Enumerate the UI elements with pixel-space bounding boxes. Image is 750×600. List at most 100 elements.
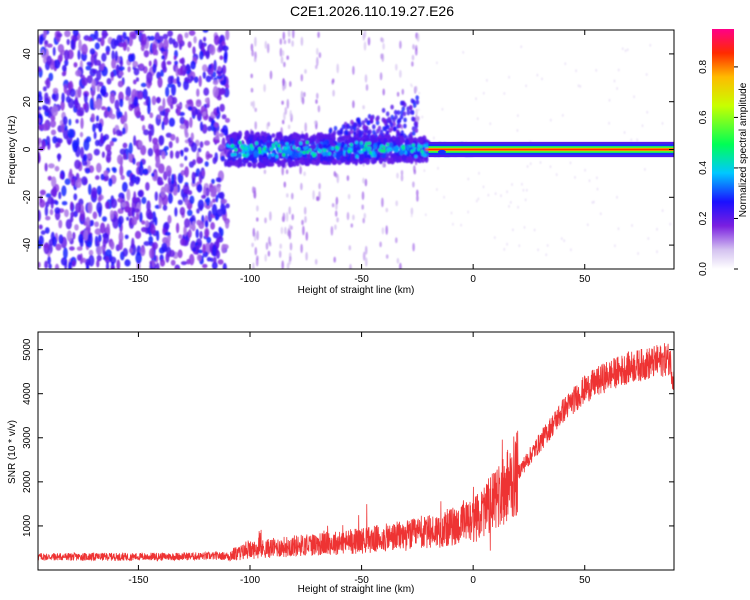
heatmap-cell (386, 142, 390, 147)
heatmap-cell (348, 245, 352, 251)
heatmap-cell (633, 95, 636, 99)
heatmap-cell (399, 262, 402, 269)
heatmap-cell (116, 64, 120, 76)
heatmap-cell (106, 223, 111, 236)
heatmap-cell (233, 160, 239, 167)
heatmap-cell (122, 153, 127, 160)
heatmap-cell (340, 141, 345, 148)
heatmap-cell (147, 147, 154, 157)
heatmap-cell (111, 137, 118, 142)
heatmap-cell (133, 208, 140, 213)
heatmap-cell (110, 71, 115, 78)
heatmap-cell (262, 137, 268, 143)
heatmap-cell (560, 237, 563, 241)
heatmap-cell (51, 186, 58, 198)
colorbar-tick-label: 0.8 (698, 60, 709, 74)
heatmap-cell (287, 158, 292, 167)
heatmap-cell (178, 234, 183, 239)
heatmap-cell (122, 127, 126, 135)
heatmap-cell (336, 146, 340, 150)
heatmap-cell (132, 60, 139, 68)
heatmap-cell (511, 228, 514, 232)
heatmap-cell (126, 216, 130, 221)
heatmap-cell (54, 165, 60, 172)
heatmap-cell (99, 222, 106, 234)
heatmap-cell (399, 148, 405, 156)
heatmap-cell (61, 92, 65, 103)
heatmap-cell (369, 115, 374, 121)
heatmap-cell (403, 102, 407, 108)
heatmap-cell (184, 197, 189, 206)
heatmap-cell (435, 188, 438, 191)
heatmap-cell (74, 97, 79, 109)
heatmap-cell (400, 170, 404, 176)
heatmap-cell (247, 162, 252, 168)
heatmap-cell (284, 226, 287, 235)
heatmap-cell (511, 183, 513, 186)
heatmap-cell (149, 247, 155, 259)
heatmap-cell (418, 91, 421, 95)
heatmap-cell (73, 62, 78, 68)
heatmap-cell (245, 130, 250, 138)
heatmap-cell (382, 145, 386, 150)
heatmap-cell (138, 140, 143, 149)
heatmap-cell (563, 239, 566, 243)
heatmap-cell (289, 110, 293, 119)
heatmap-cell (410, 214, 413, 218)
heatmap-cell (179, 65, 183, 76)
heatmap-cell (341, 124, 346, 130)
heatmap-cell (135, 111, 142, 116)
heatmap-cell (45, 77, 51, 89)
heatmap-cell (378, 158, 383, 164)
heatmap-cell (119, 71, 124, 77)
heatmap-cell (105, 201, 110, 210)
heatmap-cell (141, 196, 147, 204)
heatmap-cell (222, 125, 228, 136)
heatmap-cell (46, 55, 52, 66)
heatmap-cell (475, 97, 477, 101)
heatmap-cell (162, 200, 166, 206)
heatmap-cell (195, 108, 199, 115)
heatmap-cell (396, 91, 400, 97)
heatmap-cell (641, 124, 644, 128)
heatmap-cell (346, 123, 350, 129)
heatmap-cell (525, 84, 528, 88)
heatmap-cell (96, 162, 102, 173)
heatmap-cell (487, 193, 490, 197)
heatmap-cell (478, 171, 480, 175)
heatmap-cell (254, 107, 257, 112)
heatmap-cell (212, 198, 216, 203)
heatmap-cell (314, 258, 318, 265)
heatmap-cell (315, 64, 318, 70)
heatmap-cell (60, 100, 65, 111)
heatmap-cell (564, 62, 567, 66)
heatmap-cell (151, 95, 157, 106)
heatmap-cell (109, 256, 117, 264)
heatmap-cell (145, 95, 149, 106)
heatmap-cell (199, 231, 203, 239)
snr-axes: -150 -100 -50 0 50 1000 2000 3000 4000 5000 (22, 332, 674, 586)
heatmap-cell (207, 210, 213, 223)
heatmap-cell (117, 154, 123, 165)
heatmap-cell (279, 38, 283, 45)
heatmap-cell (96, 245, 103, 256)
heatmap-cell (64, 30, 71, 38)
heatmap-cell (219, 55, 224, 60)
heatmap-cell (118, 66, 125, 71)
heatmap-cell (306, 150, 310, 154)
heatmap-cell (393, 126, 397, 132)
heatmap-cell (75, 179, 82, 189)
heatmap-cell (649, 43, 652, 47)
heatmap-cell (392, 146, 399, 153)
heatmap-cell (346, 175, 350, 182)
heatmap-cell (221, 114, 227, 120)
heatmap-cell (189, 117, 193, 128)
heatmap-cell (322, 144, 328, 150)
heatmap-cell (201, 170, 206, 177)
heatmap-cell (189, 217, 195, 222)
heatmap-cell (364, 117, 369, 123)
heatmap-cell (192, 247, 196, 252)
heatmap-cell (296, 161, 300, 167)
heatmap-cell (268, 236, 271, 245)
heatmap-cell (220, 80, 226, 86)
